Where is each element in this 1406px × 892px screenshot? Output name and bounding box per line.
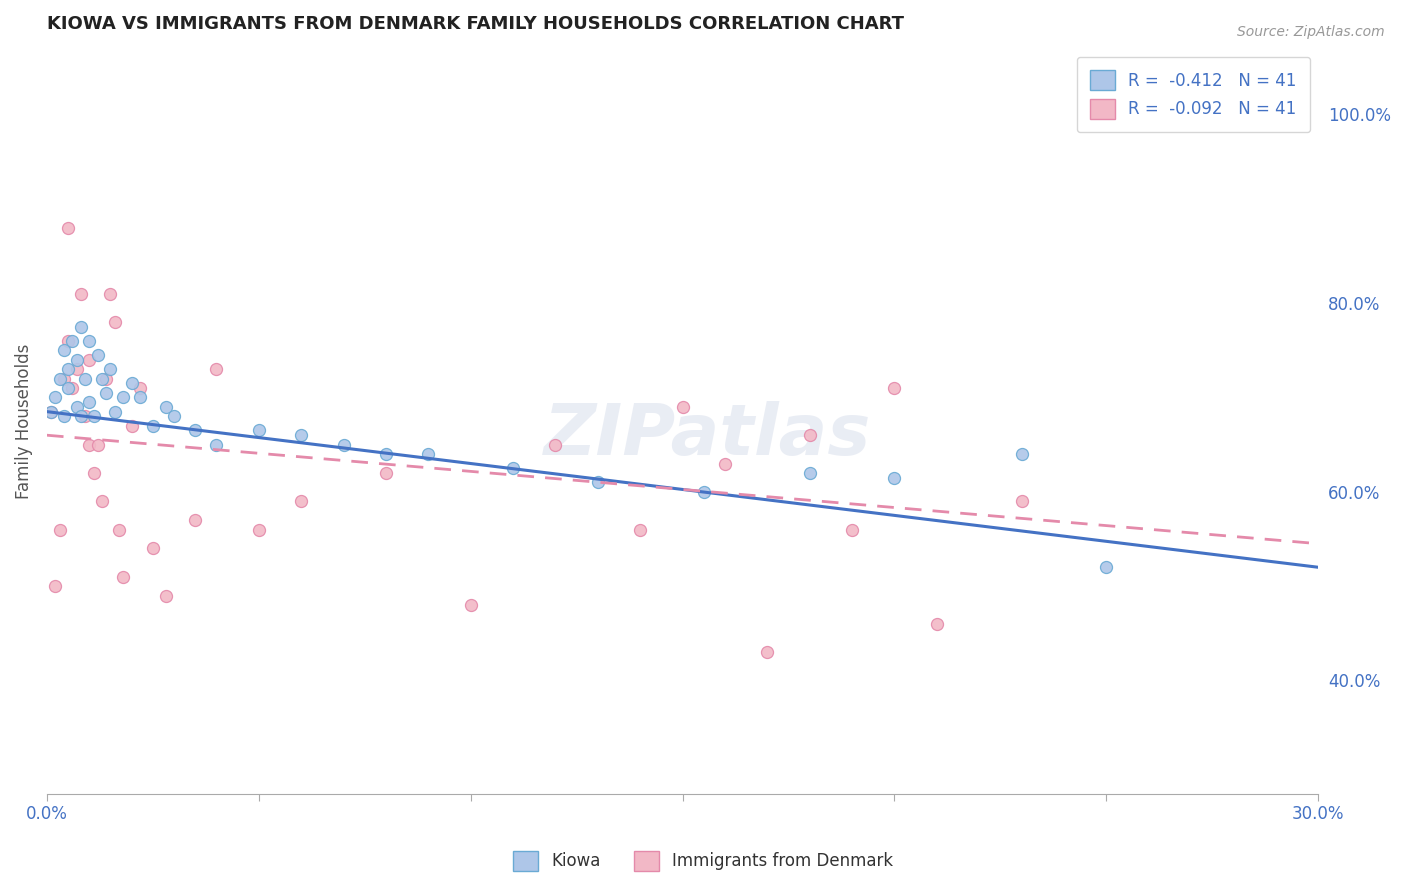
- Point: [65, 400, 87, 414]
- Point: [87, 437, 110, 451]
- Point: [163, 409, 186, 424]
- Point: [693, 484, 716, 499]
- Y-axis label: Family Households: Family Households: [15, 343, 32, 499]
- Point: [290, 494, 312, 508]
- Point: [1011, 447, 1033, 461]
- Point: [205, 362, 228, 376]
- Point: [52, 343, 75, 358]
- Point: [60, 334, 83, 348]
- Text: KIOWA VS IMMIGRANTS FROM DENMARK FAMILY HOUSEHOLDS CORRELATION CHART: KIOWA VS IMMIGRANTS FROM DENMARK FAMILY …: [46, 15, 904, 33]
- Point: [756, 645, 779, 659]
- Point: [374, 447, 396, 461]
- Point: [60, 381, 83, 395]
- Point: [460, 598, 482, 612]
- Point: [586, 475, 609, 490]
- Point: [77, 334, 100, 348]
- Point: [52, 371, 75, 385]
- Point: [129, 391, 152, 405]
- Point: [247, 523, 270, 537]
- Point: [56, 362, 79, 376]
- Point: [142, 541, 165, 556]
- Point: [65, 362, 87, 376]
- Point: [65, 352, 87, 367]
- Point: [91, 371, 114, 385]
- Point: [56, 334, 79, 348]
- Text: ZIPatlas: ZIPatlas: [544, 401, 872, 470]
- Point: [332, 437, 354, 451]
- Point: [96, 371, 118, 385]
- Point: [73, 409, 96, 424]
- Point: [628, 523, 651, 537]
- Point: [799, 428, 821, 442]
- Point: [155, 589, 177, 603]
- Point: [247, 424, 270, 438]
- Point: [104, 404, 127, 418]
- Point: [39, 404, 62, 418]
- Point: [69, 286, 91, 301]
- Point: [1011, 494, 1033, 508]
- Point: [121, 376, 143, 391]
- Point: [112, 391, 135, 405]
- Point: [155, 400, 177, 414]
- Point: [418, 447, 440, 461]
- Point: [48, 371, 70, 385]
- Point: [69, 409, 91, 424]
- Point: [112, 570, 135, 584]
- Point: [56, 220, 79, 235]
- Legend: Kiowa, Immigrants from Denmark: Kiowa, Immigrants from Denmark: [505, 842, 901, 880]
- Point: [83, 409, 105, 424]
- Point: [100, 362, 122, 376]
- Legend: R =  -0.412   N = 41, R =  -0.092   N = 41: R = -0.412 N = 41, R = -0.092 N = 41: [1077, 57, 1310, 132]
- Point: [52, 409, 75, 424]
- Point: [502, 461, 524, 475]
- Point: [39, 404, 62, 418]
- Point: [374, 466, 396, 480]
- Point: [91, 494, 114, 508]
- Point: [1095, 560, 1118, 574]
- Point: [44, 391, 66, 405]
- Point: [44, 579, 66, 593]
- Point: [671, 400, 693, 414]
- Point: [100, 286, 122, 301]
- Point: [87, 348, 110, 362]
- Point: [184, 513, 207, 527]
- Text: Source: ZipAtlas.com: Source: ZipAtlas.com: [1237, 25, 1385, 39]
- Point: [121, 418, 143, 433]
- Point: [77, 395, 100, 409]
- Point: [83, 466, 105, 480]
- Point: [841, 523, 863, 537]
- Point: [142, 418, 165, 433]
- Point: [56, 805, 79, 820]
- Point: [883, 381, 905, 395]
- Point: [77, 352, 100, 367]
- Point: [77, 437, 100, 451]
- Point: [108, 523, 131, 537]
- Point: [205, 437, 228, 451]
- Point: [883, 470, 905, 484]
- Point: [544, 437, 567, 451]
- Point: [714, 457, 737, 471]
- Point: [290, 428, 312, 442]
- Point: [48, 523, 70, 537]
- Point: [104, 315, 127, 329]
- Point: [96, 385, 118, 400]
- Point: [129, 381, 152, 395]
- Point: [69, 319, 91, 334]
- Point: [799, 466, 821, 480]
- Point: [73, 371, 96, 385]
- Point: [184, 424, 207, 438]
- Point: [925, 616, 948, 631]
- Point: [56, 381, 79, 395]
